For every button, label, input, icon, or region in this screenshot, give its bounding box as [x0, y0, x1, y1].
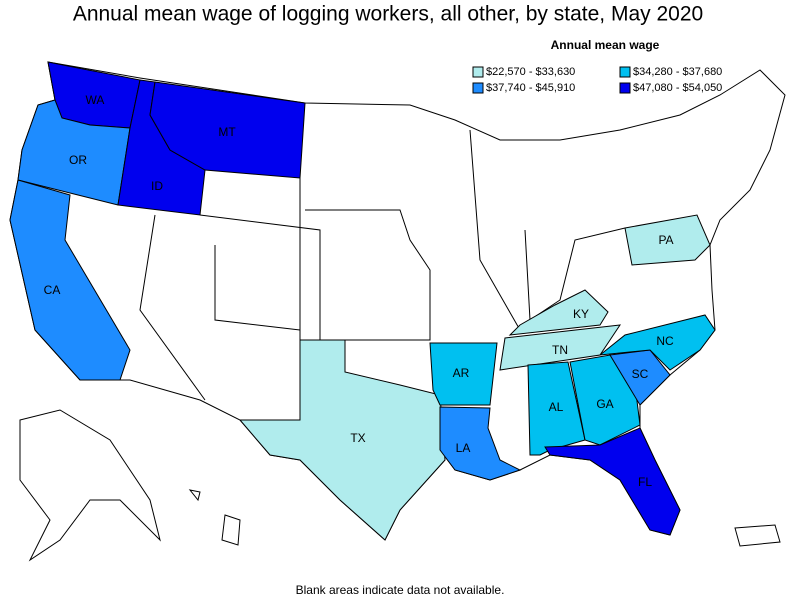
map-title: Annual mean wage of logging workers, all…: [73, 3, 703, 26]
legend-swatch: [619, 82, 631, 94]
state-label: SC: [632, 367, 649, 381]
state: [149, 81, 306, 179]
state: [508, 289, 609, 336]
legend-title: Annual mean wage: [551, 38, 660, 52]
legend-label: $37,740 - $45,910: [486, 82, 575, 94]
legend-swatch: [472, 82, 484, 94]
state: [544, 427, 681, 536]
legend-swatch: [472, 66, 484, 78]
state-label: ID: [151, 179, 163, 193]
state-label: LA: [456, 441, 471, 455]
state-label: CA: [44, 283, 61, 297]
puerto-rico: [734, 524, 781, 547]
state-label: PA: [658, 233, 673, 247]
state-label: WA: [86, 93, 105, 107]
state-label: FL: [638, 475, 652, 489]
state: [624, 214, 711, 266]
state-label: MT: [218, 125, 236, 139]
state-label: TN: [552, 343, 568, 357]
legend: Annual mean wage $22,570 - $33,630 $34,28…: [472, 38, 722, 94]
state-label: GA: [596, 397, 613, 411]
state-label: OR: [69, 153, 87, 167]
state-label: TX: [350, 431, 365, 445]
state-label: AL: [549, 400, 564, 414]
legend-label: $34,280 - $37,680: [633, 66, 722, 78]
legend-swatch: [619, 66, 631, 78]
state: [598, 314, 716, 371]
state: [9, 179, 131, 381]
hawaii: [188, 489, 201, 502]
state: [429, 342, 498, 406]
footnote: Blank areas indicate data not available.: [296, 583, 505, 597]
state: [439, 406, 522, 481]
hawaii: [221, 514, 241, 546]
state-label: AR: [453, 366, 470, 380]
state-label: NC: [656, 334, 674, 348]
state-borders: [524, 227, 626, 321]
alaska: [19, 409, 161, 562]
legend-label: $22,570 - $33,630: [486, 66, 575, 78]
state-label: KY: [573, 307, 589, 321]
state: [238, 339, 446, 541]
state-borders: [199, 214, 321, 340]
state-borders: [469, 129, 521, 331]
state-borders: [214, 245, 301, 331]
state-labels: WA OR ID MT CA TX AR LA TN KY AL GA SC N…: [44, 93, 674, 489]
state-borders: [139, 214, 206, 401]
states: [9, 61, 716, 541]
legend-label: $47,080 - $54,050: [633, 82, 722, 94]
